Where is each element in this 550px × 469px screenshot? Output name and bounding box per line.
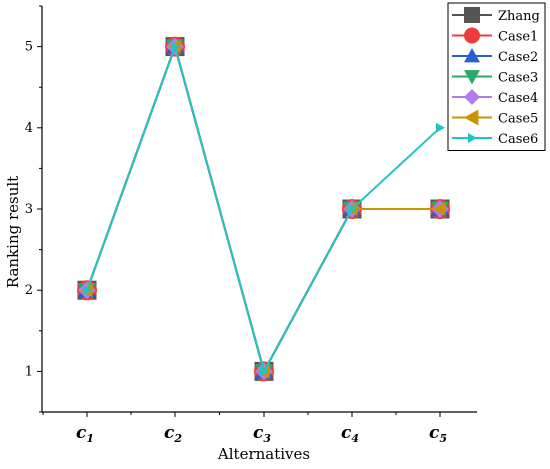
y-tick-label: 5 [25,40,33,55]
legend-marker [464,89,480,105]
legend-marker [464,7,480,23]
legend-label: Case5 [498,112,538,127]
legend-label: Case4 [498,91,538,106]
legend-entry: Case1 [452,27,538,45]
data-point [260,366,269,377]
axes-layer: 1 2 3 4 5 c1 c2 c3 c4 c5 [25,5,477,445]
x-tick-label: c4 [341,423,359,445]
series-layer [77,36,450,382]
x-tick-label: c1 [76,423,94,445]
series-case5 [80,39,446,379]
legend: Zhang Case1 Case2 Case3 Case4 Case5 Case6 [447,2,546,151]
y-tick-label: 3 [25,202,33,217]
legend-entry: Case6 [452,132,538,147]
legend-label: Case2 [498,50,538,65]
data-point [171,41,180,52]
series-line [86,43,440,375]
x-axis-title: Alternatives [217,445,310,463]
x-tick-label: c5 [429,423,447,445]
legend-label: Case1 [498,30,538,45]
x-tick-label: c2 [164,423,182,445]
legend-marker [464,48,480,63]
data-point [83,285,92,296]
series-case6 [83,41,445,377]
legend-entry: Case2 [452,48,538,65]
legend-label: Zhang [498,9,540,24]
y-axis-title: Ranking result [4,176,22,288]
x-tick-label: c3 [253,423,271,445]
legend-entry: Case3 [452,70,538,86]
data-point [348,204,357,214]
legend-entry: Zhang [452,7,540,24]
legend-label: Case6 [498,132,538,147]
legend-marker [464,27,480,44]
legend-marker [464,109,479,126]
y-tick-label: 2 [25,283,33,298]
legend-marker [464,70,480,85]
y-tick-label: 4 [25,121,33,136]
y-tick-label: 1 [25,364,33,379]
legend-marker [468,133,477,143]
legend-entry: Case5 [452,109,538,127]
data-point [436,122,445,133]
legend-label: Case3 [498,71,538,86]
data-point [433,202,446,216]
legend-entry: Case4 [452,89,538,106]
